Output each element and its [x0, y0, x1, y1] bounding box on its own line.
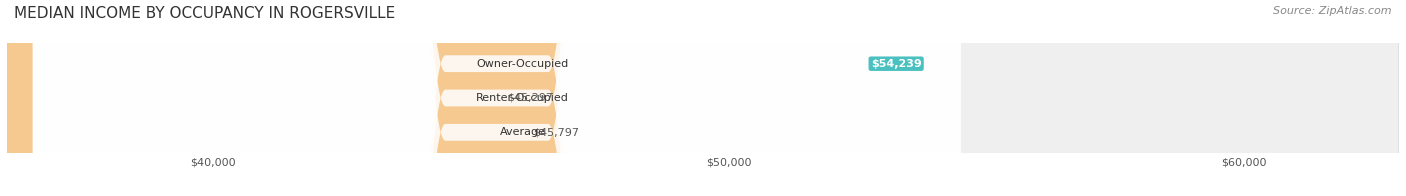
FancyBboxPatch shape [32, 0, 960, 196]
Text: Renter-Occupied: Renter-Occupied [477, 93, 569, 103]
Text: Average: Average [499, 127, 546, 137]
FancyBboxPatch shape [32, 0, 960, 196]
FancyBboxPatch shape [7, 0, 948, 196]
Text: Owner-Occupied: Owner-Occupied [477, 59, 568, 69]
FancyBboxPatch shape [0, 0, 626, 196]
Text: MEDIAN INCOME BY OCCUPANCY IN ROGERSVILLE: MEDIAN INCOME BY OCCUPANCY IN ROGERSVILL… [14, 6, 395, 21]
Text: $54,239: $54,239 [870, 59, 921, 69]
FancyBboxPatch shape [0, 0, 626, 196]
Text: $45,297: $45,297 [508, 93, 553, 103]
FancyBboxPatch shape [7, 0, 1399, 196]
Text: $45,797: $45,797 [533, 127, 579, 137]
Text: Source: ZipAtlas.com: Source: ZipAtlas.com [1274, 6, 1392, 16]
FancyBboxPatch shape [32, 0, 960, 196]
FancyBboxPatch shape [7, 0, 1399, 196]
FancyBboxPatch shape [7, 0, 1399, 196]
